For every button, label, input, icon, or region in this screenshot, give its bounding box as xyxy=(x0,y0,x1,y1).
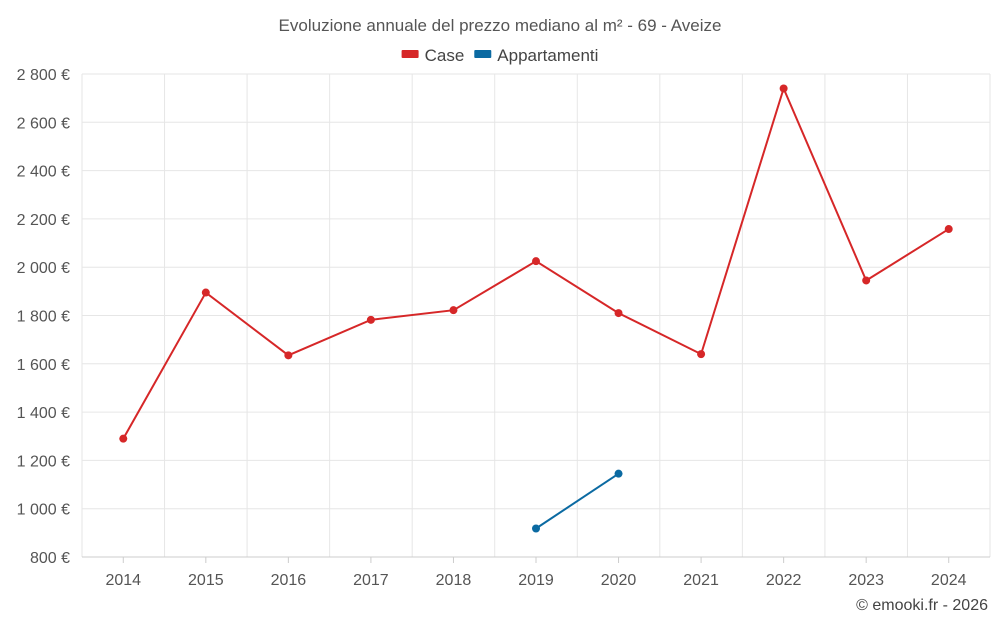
series-line xyxy=(535,472,620,530)
data-point[interactable] xyxy=(779,84,788,93)
y-tick-label: 2 400 € xyxy=(17,164,70,181)
legend-item-case[interactable]: Case xyxy=(401,46,465,65)
data-point[interactable] xyxy=(862,276,871,285)
y-tick-label: 2 000 € xyxy=(17,260,70,277)
series-case xyxy=(119,84,953,443)
legend-swatch xyxy=(401,50,419,58)
data-point[interactable] xyxy=(366,315,375,324)
grid xyxy=(81,73,991,558)
data-point[interactable] xyxy=(449,306,458,315)
x-tick-label: 2019 xyxy=(518,572,554,589)
y-tick-label: 800 € xyxy=(30,550,70,567)
data-point[interactable] xyxy=(284,351,293,360)
credit-text: © emooki.fr - 2026 xyxy=(856,597,988,614)
data-point[interactable] xyxy=(201,288,210,297)
axes: 800 € 1 000 € 1 200 € 1 400 € 1 600 € 1 800 €… xyxy=(17,67,990,589)
data-point[interactable] xyxy=(697,350,706,359)
legend-item-appartamenti[interactable]: Appartamenti xyxy=(474,46,598,65)
data-point[interactable] xyxy=(532,257,540,266)
series-appartamenti xyxy=(532,469,623,533)
x-tick-label: 2020 xyxy=(601,572,637,589)
data-point[interactable] xyxy=(614,309,623,318)
legend-label: Case xyxy=(425,46,465,65)
chart-title: Evoluzione annuale del prezzo mediano al… xyxy=(279,16,722,35)
x-tick-label: 2021 xyxy=(683,572,719,589)
data-point[interactable] xyxy=(532,524,540,533)
x-tick-label: 2017 xyxy=(353,572,389,589)
y-tick-label: 2 800 € xyxy=(17,67,70,84)
y-tick-label: 1 600 € xyxy=(17,357,70,374)
y-tick-label: 1 000 € xyxy=(17,502,70,519)
x-tick-label: 2015 xyxy=(188,572,224,589)
x-tick-label: 2023 xyxy=(848,572,884,589)
series xyxy=(119,84,953,533)
y-tick-label: 1 400 € xyxy=(17,405,70,422)
x-tick-label: 2024 xyxy=(931,572,967,589)
x-tick-label: 2014 xyxy=(105,572,141,589)
y-tick-label: 1 800 € xyxy=(17,309,70,326)
data-point[interactable] xyxy=(119,434,128,443)
y-tick-label: 2 600 € xyxy=(17,115,70,132)
x-tick-label: 2018 xyxy=(436,572,472,589)
x-tick-label: 2022 xyxy=(766,572,802,589)
legend-swatch xyxy=(474,50,492,58)
y-tick-label: 1 200 € xyxy=(17,453,70,470)
legend-label: Appartamenti xyxy=(497,46,598,65)
x-tick-label: 2016 xyxy=(271,572,307,589)
data-point[interactable] xyxy=(614,469,623,478)
y-tick-label: 2 200 € xyxy=(17,212,70,229)
data-point[interactable] xyxy=(944,225,953,234)
legend: Case Appartamenti xyxy=(401,46,598,65)
